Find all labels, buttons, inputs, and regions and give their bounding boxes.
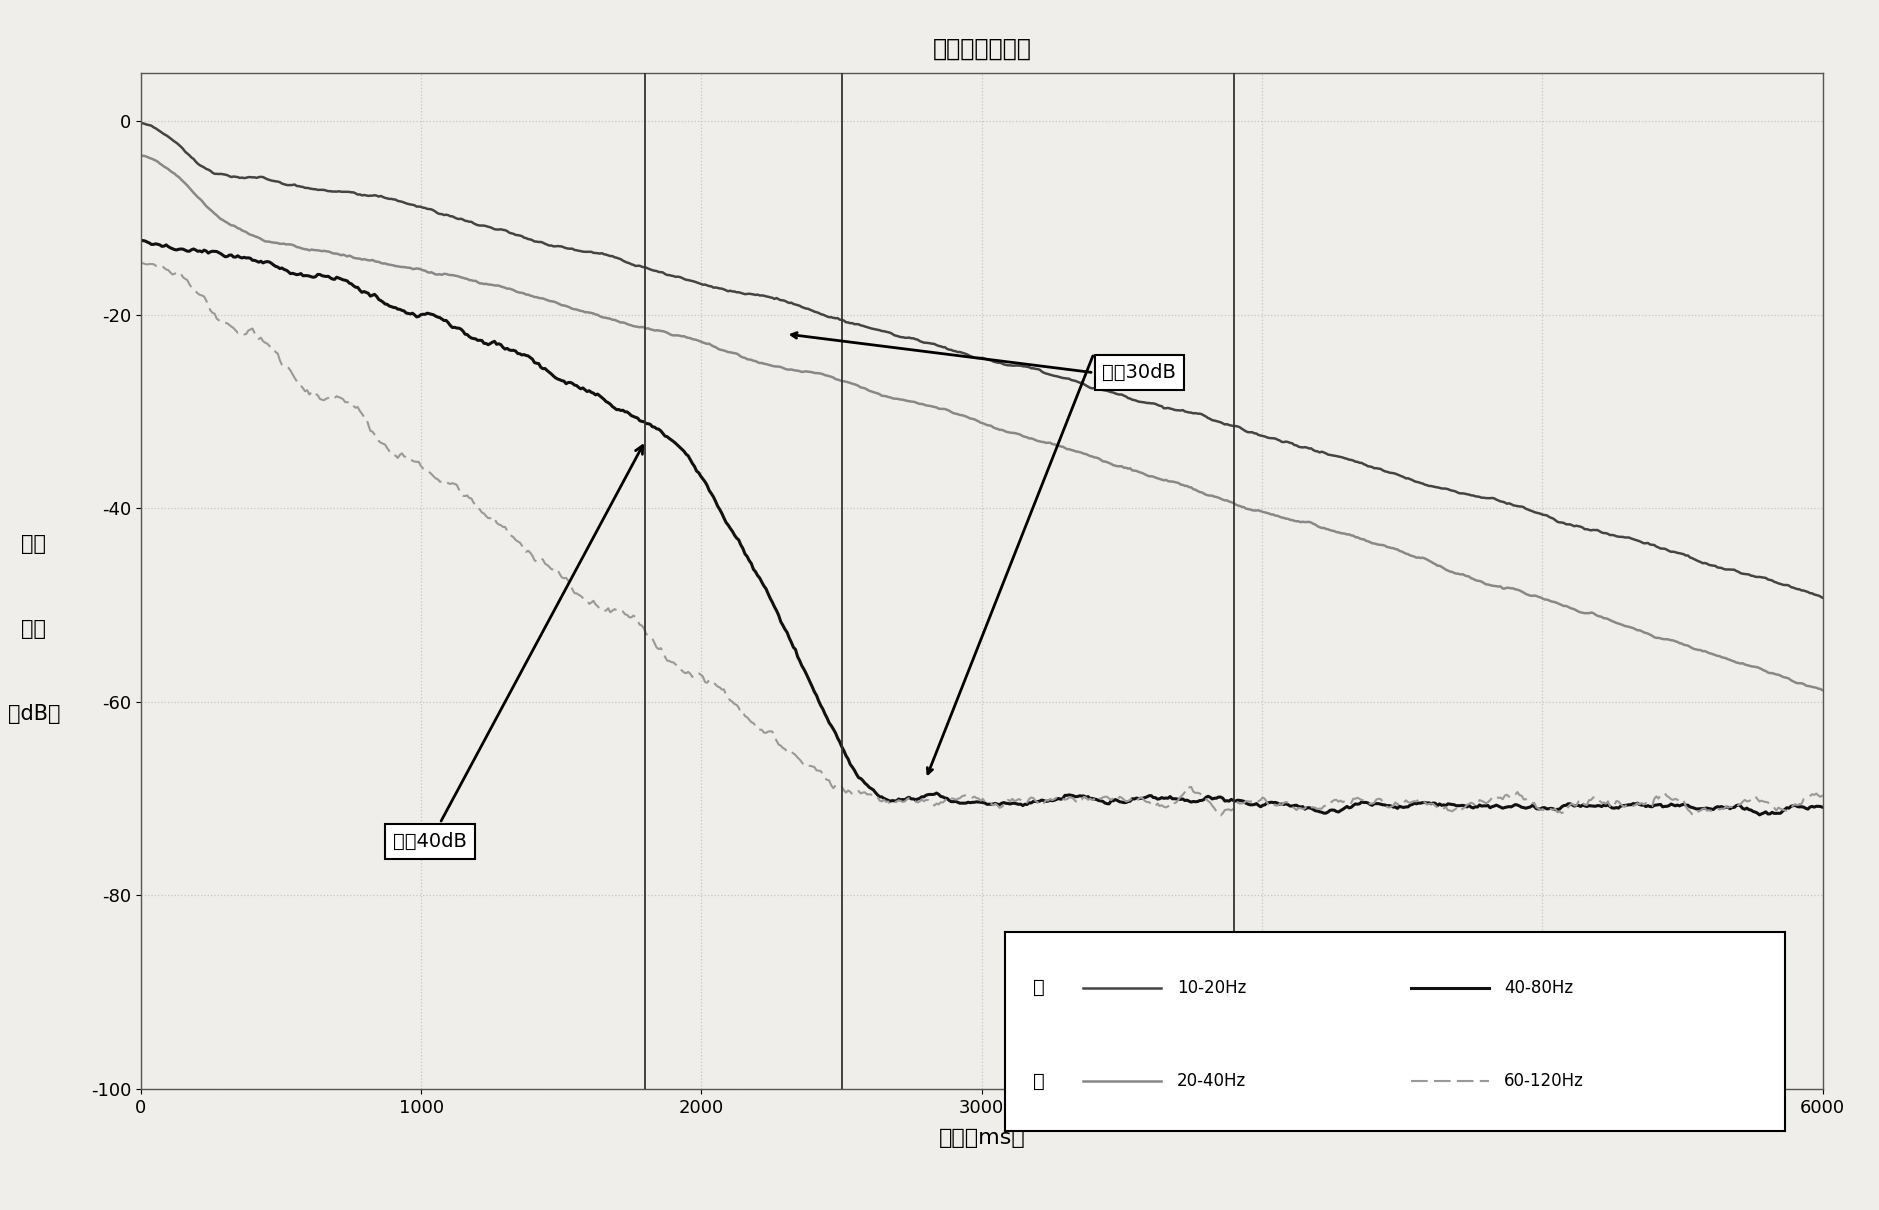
- X-axis label: 时间（ms）: 时间（ms）: [938, 1128, 1026, 1148]
- Text: 例: 例: [1033, 1072, 1045, 1091]
- Text: 40-80Hz: 40-80Hz: [1505, 979, 1573, 997]
- Text: 振幅: 振幅: [21, 620, 47, 639]
- Text: 图: 图: [1033, 978, 1045, 997]
- Text: 60-120Hz: 60-120Hz: [1505, 1072, 1584, 1090]
- Text: 相对: 相对: [21, 535, 47, 554]
- Text: 衰减40dB: 衰减40dB: [393, 445, 643, 851]
- Text: （dB）: （dB）: [8, 704, 60, 724]
- Title: 道集内时频分析: 道集内时频分析: [932, 38, 1032, 60]
- Text: 10-20Hz: 10-20Hz: [1176, 979, 1246, 997]
- Text: 衰减30dB: 衰减30dB: [1103, 363, 1176, 382]
- Text: 20-40Hz: 20-40Hz: [1176, 1072, 1246, 1090]
